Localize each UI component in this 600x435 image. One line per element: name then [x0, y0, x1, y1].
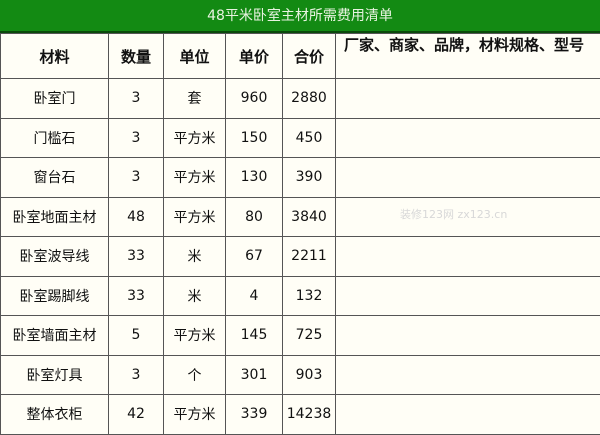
- cell-quantity: 3: [109, 355, 164, 395]
- cell-unit-price: 301: [226, 355, 283, 395]
- cell-material: 门槛石: [1, 118, 109, 158]
- cell-brand-spec: [336, 355, 600, 395]
- cell-quantity: 42: [109, 395, 164, 435]
- col-header-brand-spec: 厂家、商家、品牌，材料规格、型号: [336, 34, 600, 79]
- cell-material: 卧室门: [1, 79, 109, 119]
- cell-quantity: 3: [109, 79, 164, 119]
- cell-unit: 米: [164, 276, 226, 316]
- cell-total: 903: [283, 355, 336, 395]
- col-header-unit-price: 单价: [226, 34, 283, 79]
- cell-quantity: 3: [109, 158, 164, 198]
- cell-brand-spec: [336, 158, 600, 198]
- cell-brand-spec: [336, 276, 600, 316]
- header-row: 材料 数量 单位 单价 合价 厂家、商家、品牌，材料规格、型号: [1, 34, 600, 79]
- cell-unit: 平方米: [164, 197, 226, 237]
- cell-unit-price: 80: [226, 197, 283, 237]
- cell-unit: 平方米: [164, 118, 226, 158]
- cell-total: 3840: [283, 197, 336, 237]
- col-header-material: 材料: [1, 34, 109, 79]
- col-header-total: 合价: [283, 34, 336, 79]
- cell-quantity: 33: [109, 276, 164, 316]
- cell-unit: 平方米: [164, 316, 226, 356]
- cell-unit-price: 145: [226, 316, 283, 356]
- cell-material: 卧室墙面主材: [1, 316, 109, 356]
- col-header-quantity: 数量: [109, 34, 164, 79]
- cell-total: 390: [283, 158, 336, 198]
- cell-unit: 套: [164, 79, 226, 119]
- cell-total: 725: [283, 316, 336, 356]
- cell-unit-price: 339: [226, 395, 283, 435]
- cell-quantity: 5: [109, 316, 164, 356]
- cell-brand-spec: [336, 237, 600, 277]
- col-header-unit: 单位: [164, 34, 226, 79]
- cell-quantity: 33: [109, 237, 164, 277]
- cell-unit-price: 67: [226, 237, 283, 277]
- cell-unit: 平方米: [164, 395, 226, 435]
- cell-material: 卧室波导线: [1, 237, 109, 277]
- cell-total: 132: [283, 276, 336, 316]
- cell-unit-price: 130: [226, 158, 283, 198]
- cell-material: 卧室地面主材: [1, 197, 109, 237]
- cell-brand-spec: [336, 118, 600, 158]
- cell-total: 2211: [283, 237, 336, 277]
- cell-unit: 米: [164, 237, 226, 277]
- cell-total: 14238: [283, 395, 336, 435]
- cell-quantity: 3: [109, 118, 164, 158]
- cell-brand-spec: [336, 197, 600, 237]
- cell-unit-price: 4: [226, 276, 283, 316]
- cell-brand-spec: [336, 316, 600, 356]
- cell-unit-price: 960: [226, 79, 283, 119]
- cell-material: 卧室灯具: [1, 355, 109, 395]
- cell-unit: 个: [164, 355, 226, 395]
- table-title: 48平米卧室主材所需费用清单: [0, 0, 600, 33]
- cell-total: 450: [283, 118, 336, 158]
- cell-brand-spec: [336, 395, 600, 435]
- cell-quantity: 48: [109, 197, 164, 237]
- cell-total: 2880: [283, 79, 336, 119]
- cell-material: 卧室踢脚线: [1, 276, 109, 316]
- cell-brand-spec: [336, 79, 600, 119]
- cell-unit: 平方米: [164, 158, 226, 198]
- cell-material: 整体衣柜: [1, 395, 109, 435]
- cell-material: 窗台石: [1, 158, 109, 198]
- cell-unit-price: 150: [226, 118, 283, 158]
